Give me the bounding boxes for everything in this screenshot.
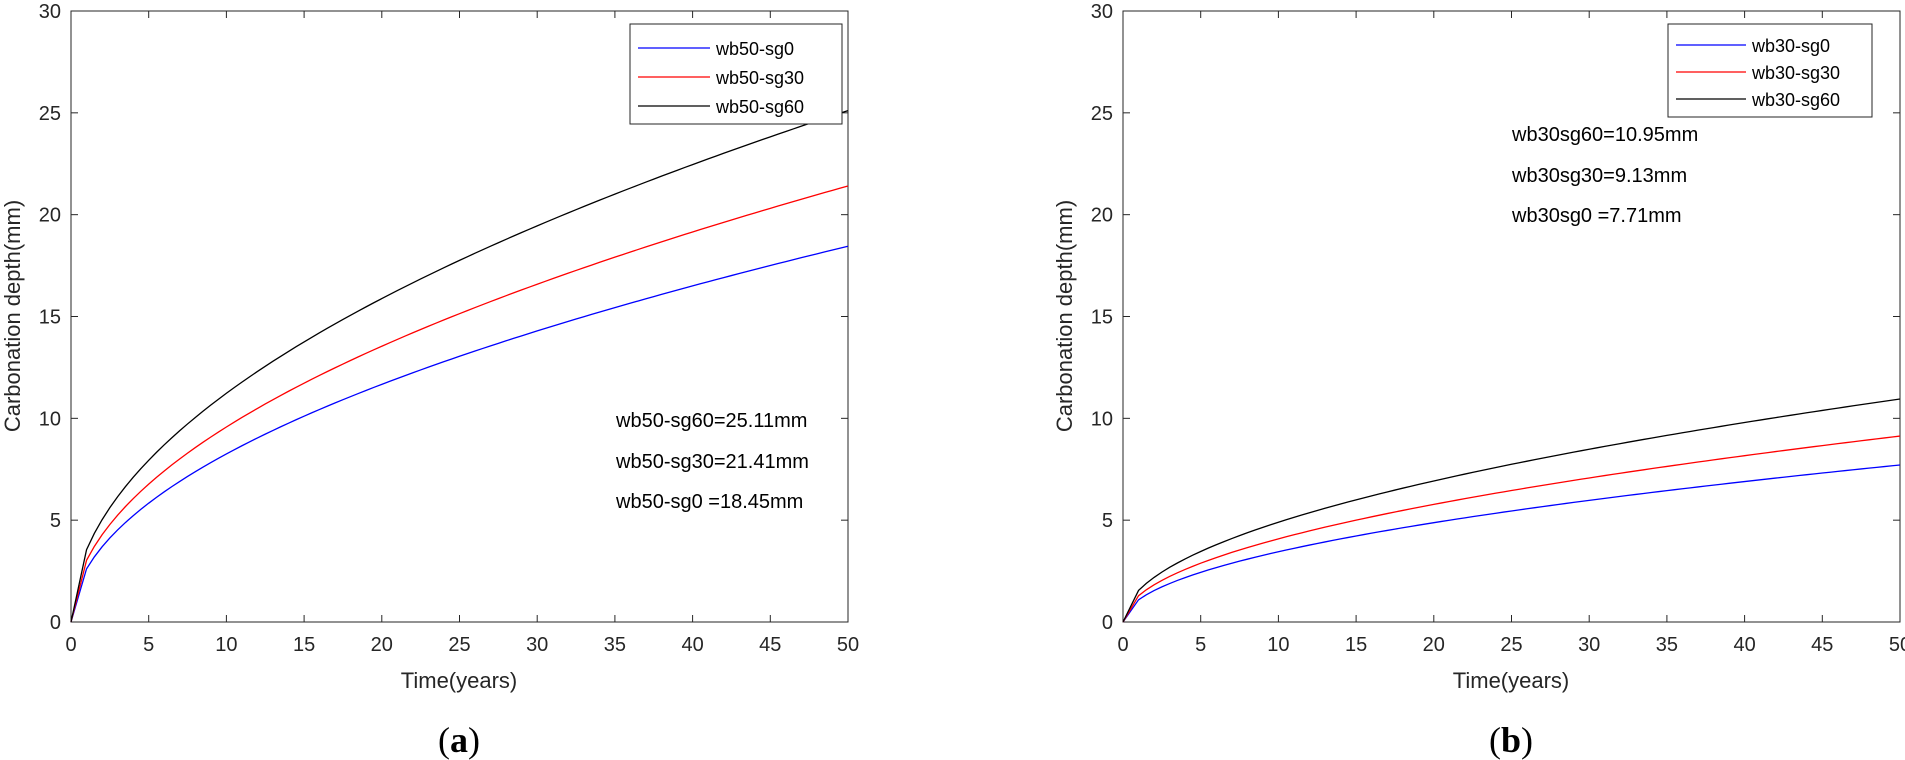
y-axis-label-b: Carbonation depth(mm) bbox=[1052, 200, 1077, 432]
y-tick-label: 10 bbox=[1091, 408, 1113, 430]
x-axis-label-a: Time(years) bbox=[401, 668, 518, 693]
y-tick-label: 25 bbox=[39, 103, 61, 125]
x-tick-label: 20 bbox=[1423, 634, 1445, 656]
y-tick-label: 30 bbox=[1091, 1, 1113, 23]
x-tick-label: 10 bbox=[215, 634, 237, 656]
legend-label: wb50-sg30 bbox=[715, 68, 804, 88]
panel-label-a: (a) bbox=[438, 720, 480, 760]
series-line-wb30-sg30 bbox=[1122, 435, 1901, 623]
series-line-wb30-sg0 bbox=[1122, 464, 1901, 623]
series-line-wb50-sg30 bbox=[70, 185, 849, 623]
x-axis-label-b: Time(years) bbox=[1453, 668, 1570, 693]
y-tick-label: 20 bbox=[1091, 205, 1113, 227]
legend-box-a bbox=[629, 23, 843, 125]
x-tick-label: 25 bbox=[1500, 634, 1522, 656]
x-tick-label: 25 bbox=[448, 634, 470, 656]
y-tick-label: 5 bbox=[1102, 510, 1113, 532]
panel-label-b: (b) bbox=[1489, 720, 1533, 760]
annotation: wb50-sg0 =18.45mm bbox=[615, 491, 803, 513]
x-tick-label: 20 bbox=[371, 634, 393, 656]
x-tick-label: 50 bbox=[837, 634, 859, 656]
x-tick-label: 15 bbox=[293, 634, 315, 656]
y-tick-label: 5 bbox=[50, 510, 61, 532]
series-lines-a bbox=[70, 109, 849, 623]
y-tick-label: 25 bbox=[1091, 103, 1113, 125]
legend-label: wb30-sg60 bbox=[1751, 90, 1840, 110]
x-tick-label: 30 bbox=[1578, 634, 1600, 656]
legend-box-b bbox=[1667, 23, 1873, 118]
x-tick-label: 35 bbox=[604, 634, 626, 656]
y-tick-label: 0 bbox=[50, 612, 61, 634]
legend-label: wb30-sg0 bbox=[1751, 36, 1830, 56]
x-tick-label: 35 bbox=[1656, 634, 1678, 656]
y-axis-label-a: Carbonation depth(mm) bbox=[0, 200, 25, 432]
annotation: wb50-sg30=21.41mm bbox=[615, 451, 809, 473]
annotation: wb50-sg60=25.11mm bbox=[615, 410, 807, 432]
x-tick-label: 50 bbox=[1889, 634, 1905, 656]
x-tick-label: 0 bbox=[1117, 634, 1128, 656]
y-tick-label: 0 bbox=[1102, 612, 1113, 634]
x-tick-label: 5 bbox=[143, 634, 154, 656]
x-tick-label: 40 bbox=[1733, 634, 1755, 656]
series-line-wb50-sg60 bbox=[70, 109, 849, 623]
x-tick-label: 45 bbox=[759, 634, 781, 656]
y-tick-labels-b: 0 5 10 15 20 25 30 bbox=[1091, 1, 1900, 634]
x-tick-label: 45 bbox=[1811, 634, 1833, 656]
y-tick-labels-a: 0 5 10 15 20 25 30 bbox=[39, 1, 848, 634]
y-tick-label: 15 bbox=[1091, 307, 1113, 329]
series-line-wb50-sg0 bbox=[70, 245, 849, 623]
y-tick-label: 10 bbox=[39, 408, 61, 430]
x-tick-label: 30 bbox=[526, 634, 548, 656]
x-tick-label: 0 bbox=[65, 634, 76, 656]
annotation: wb30sg60=10.95mm bbox=[1511, 124, 1698, 146]
legend-label: wb50-sg0 bbox=[715, 39, 794, 59]
series-lines-b bbox=[1122, 398, 1901, 623]
x-tick-label: 15 bbox=[1345, 634, 1367, 656]
annotation: wb30sg30=9.13mm bbox=[1511, 165, 1687, 187]
series-line-wb30-sg60 bbox=[1122, 398, 1901, 623]
legend-label: wb30-sg30 bbox=[1751, 63, 1840, 83]
annotation: wb30sg0 =7.71mm bbox=[1511, 205, 1682, 227]
chart-panel-b: 0 5 10 15 20 25 30 0 5 10 15 20 25 30 35 40 45 50 Time(y… bbox=[1052, 1, 1905, 760]
x-tick-labels-a: 0 5 10 15 20 25 30 35 40 45 50 bbox=[65, 11, 859, 656]
legend-b: wb30-sg0 wb30-sg30 wb30-sg60 bbox=[1667, 23, 1873, 118]
legend-a: wb50-sg0 wb50-sg30 wb50-sg60 bbox=[629, 23, 843, 125]
x-tick-label: 10 bbox=[1267, 634, 1289, 656]
x-tick-labels-b: 0 5 10 15 20 25 30 35 40 45 50 bbox=[1117, 11, 1905, 656]
chart-panel-a: 0 5 10 15 20 25 30 0 5 10 15 20 25 30 35 40 45 50 Time(y… bbox=[0, 1, 859, 760]
y-tick-label: 20 bbox=[39, 205, 61, 227]
y-tick-label: 15 bbox=[39, 307, 61, 329]
x-tick-label: 40 bbox=[681, 634, 703, 656]
y-tick-label: 30 bbox=[39, 1, 61, 23]
legend-label: wb50-sg60 bbox=[715, 97, 804, 117]
x-tick-label: 5 bbox=[1195, 634, 1206, 656]
